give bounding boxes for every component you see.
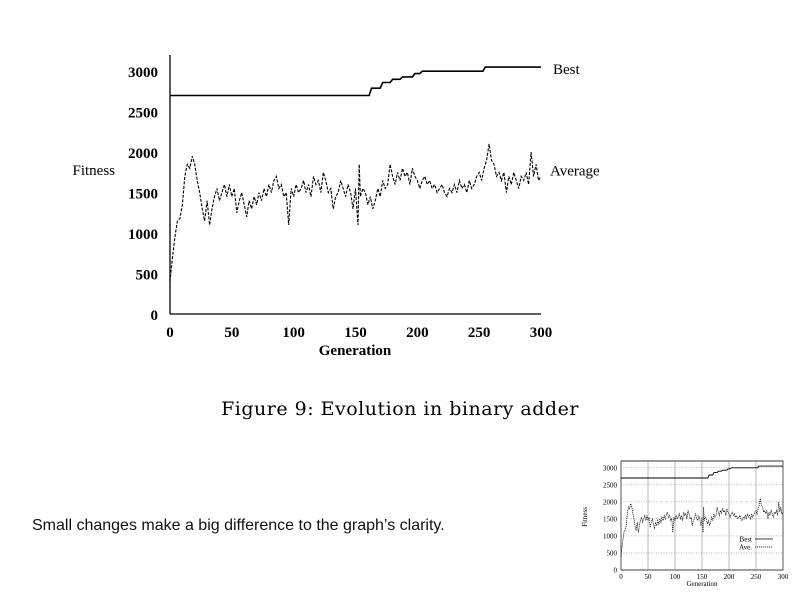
x-axis-label: Generation xyxy=(319,343,392,359)
legend-label: Best xyxy=(740,536,753,544)
average-series-line xyxy=(620,498,784,557)
average-series-label: Average xyxy=(550,163,600,179)
y-tick-label: 3000 xyxy=(128,65,158,81)
y-tick-label: 1000 xyxy=(603,532,618,540)
x-tick-label: 200 xyxy=(724,573,735,581)
y-tick-label: 2000 xyxy=(603,498,618,506)
figure-caption: Figure 9: Evolution in binary adder xyxy=(221,398,579,420)
y-tick-label: 1500 xyxy=(128,187,158,203)
y-tick-label: 2000 xyxy=(128,146,158,162)
legend-label: Ave. xyxy=(739,544,752,552)
x-tick-label: 250 xyxy=(751,573,762,581)
average-series-line xyxy=(169,143,542,282)
y-tick-label: 1000 xyxy=(128,227,158,243)
x-tick-label: 200 xyxy=(406,325,429,341)
y-tick-label: 1500 xyxy=(603,515,618,523)
y-axis-label: Fitness xyxy=(72,163,115,179)
y-tick-label: 3000 xyxy=(603,464,618,472)
best-series-label: Best xyxy=(553,62,581,78)
x-tick-label: 150 xyxy=(697,573,708,581)
y-tick-label: 2500 xyxy=(128,106,158,122)
y-axis-label: Fitness xyxy=(581,507,589,527)
x-tick-label: 0 xyxy=(166,325,174,341)
fitness-evolution-chart: 0 500 1000 1500 2000 2500 3000 0 50 100 150 200 250 3… xyxy=(72,55,600,359)
y-tick-label: 0 xyxy=(151,308,159,324)
clarity-note: Small changes make a big difference to t… xyxy=(32,517,445,534)
y-tick-label: 500 xyxy=(607,549,618,557)
x-tick-label: 250 xyxy=(468,325,491,341)
x-tick-label: 50 xyxy=(224,325,239,341)
best-series-line xyxy=(621,465,783,479)
x-tick-label: 300 xyxy=(778,573,789,581)
x-tick-label: 100 xyxy=(282,325,305,341)
y-tick-label: 0 xyxy=(614,567,618,575)
improved-fitness-chart: 0 50 100 150 200 250 3000500100015002000250030… xyxy=(581,460,789,588)
x-axis-label: Generation xyxy=(686,580,718,588)
y-tick-label: 500 xyxy=(136,268,159,284)
x-tick-label: 150 xyxy=(344,325,367,341)
y-tick-label: 2500 xyxy=(603,481,618,489)
x-tick-label: 100 xyxy=(670,573,681,581)
x-tick-label: 50 xyxy=(645,573,653,581)
best-series-line xyxy=(170,66,541,97)
x-tick-label: 0 xyxy=(619,573,623,581)
x-tick-label: 300 xyxy=(530,325,553,341)
